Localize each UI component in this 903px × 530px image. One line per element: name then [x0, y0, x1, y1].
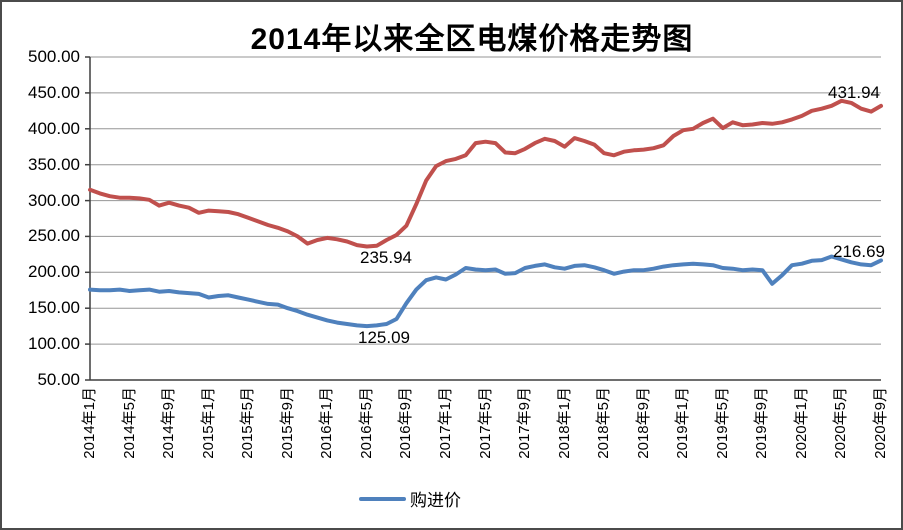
x-tick-label: 2014年5月 — [121, 387, 138, 483]
x-tick-label: 2017年9月 — [516, 387, 533, 483]
x-tick-label-text: 2016年9月 — [397, 387, 414, 459]
x-tick-label: 2016年9月 — [397, 387, 414, 483]
x-tick-label: 2015年9月 — [279, 387, 296, 483]
y-tick-label: 200.00 — [28, 262, 80, 281]
x-tick-label-text: 2015年5月 — [239, 387, 256, 459]
chart-title: 2014年以来全区电煤价格走势图 — [250, 23, 694, 56]
x-tick-label: 2017年1月 — [437, 387, 454, 483]
x-tick-label: 2014年9月 — [160, 387, 177, 483]
x-tick-label-text: 2018年5月 — [595, 387, 612, 459]
x-tick-label-text: 2020年5月 — [832, 387, 849, 459]
data-label-red-end: 431.94 — [828, 83, 880, 102]
x-tick-label-text: 2015年9月 — [279, 387, 296, 459]
legend-line-sample — [359, 496, 406, 501]
x-tick-label-text: 2018年9月 — [635, 387, 652, 459]
x-tick-label-text: 2018年1月 — [556, 387, 573, 459]
x-tick-label: 2015年5月 — [239, 387, 256, 483]
x-tick-label: 2014年1月 — [81, 387, 98, 483]
legend: 购进价 — [359, 486, 461, 511]
x-tick-label: 2018年1月 — [556, 387, 573, 483]
x-tick-label-text: 2020年1月 — [793, 387, 810, 459]
data-label-blue-min: 125.09 — [358, 328, 410, 347]
x-tick-label-text: 2014年9月 — [160, 387, 177, 459]
x-tick-label-text: 2017年5月 — [477, 387, 494, 459]
x-tick-label-text: 2019年5月 — [714, 387, 731, 459]
y-tick-label: 150.00 — [28, 298, 80, 317]
x-tick-label: 2017年5月 — [477, 387, 494, 483]
y-tick-label: 300.00 — [28, 191, 80, 210]
x-tick-label: 2016年1月 — [318, 387, 335, 483]
x-tick-label-text: 2017年1月 — [437, 387, 454, 459]
x-tick-label: 2016年5月 — [358, 387, 375, 483]
x-tick-label: 2018年9月 — [635, 387, 652, 483]
x-tick-label: 2020年1月 — [793, 387, 810, 483]
data-label-blue-end: 216.69 — [833, 242, 885, 261]
y-tick-label: 400.00 — [28, 119, 80, 138]
x-tick-label-text: 2016年1月 — [318, 387, 335, 459]
x-tick-label-text: 2014年1月 — [81, 387, 98, 459]
x-tick-label-text: 2014年5月 — [121, 387, 138, 459]
y-tick-label: 350.00 — [28, 155, 80, 174]
red-series-line — [88, 98, 883, 249]
y-tick-label: 500.00 — [28, 47, 80, 66]
blue-series-line — [88, 254, 883, 329]
x-tick-label-text: 2020年9月 — [872, 387, 889, 459]
x-tick-label: 2020年5月 — [832, 387, 849, 483]
x-tick-label: 2018年5月 — [595, 387, 612, 483]
y-tick-label: 450.00 — [28, 83, 80, 102]
x-tick-label: 2015年1月 — [200, 387, 217, 483]
x-tick-label: 2019年1月 — [674, 387, 691, 483]
y-tick-label: 100.00 — [28, 334, 80, 353]
x-tick-label-text: 2019年9月 — [753, 387, 770, 459]
x-tick-label: 2019年5月 — [714, 387, 731, 483]
y-tick-label: 50.00 — [37, 370, 80, 389]
x-tick-label-text: 2015年1月 — [200, 387, 217, 459]
y-tick-label: 250.00 — [28, 226, 80, 245]
x-tick-label: 2019年9月 — [753, 387, 770, 483]
x-tick-label-text: 2017年9月 — [516, 387, 533, 459]
x-tick-label-text: 2016年5月 — [358, 387, 375, 459]
x-tick-label-text: 2019年1月 — [674, 387, 691, 459]
x-tick-label: 2020年9月 — [872, 387, 889, 483]
data-label-red-min: 235.94 — [360, 248, 412, 267]
legend-label: 购进价 — [410, 491, 461, 510]
